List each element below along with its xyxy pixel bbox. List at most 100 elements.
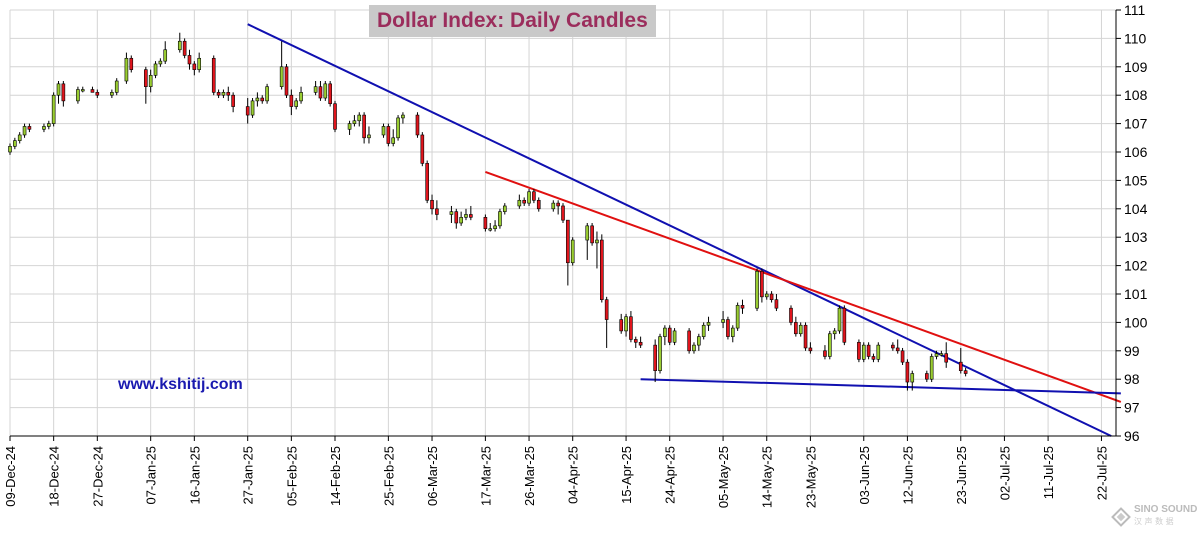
candle-body	[866, 344, 871, 357]
candle	[764, 291, 769, 300]
candle	[250, 98, 255, 118]
candle	[245, 98, 250, 124]
candle-body	[488, 228, 493, 231]
candle-body	[158, 60, 163, 65]
candle-body	[95, 92, 100, 96]
candle-body	[944, 353, 949, 363]
candle-body	[590, 225, 594, 244]
x-tick-label: 18-Dec-24	[47, 446, 62, 507]
candle	[192, 61, 197, 76]
candle	[221, 89, 226, 99]
candle	[357, 112, 362, 127]
candle-body	[381, 126, 386, 136]
candle-body	[570, 239, 575, 264]
candle	[430, 194, 434, 215]
candle	[27, 123, 32, 133]
candle-body	[861, 344, 866, 360]
candle-body	[692, 344, 696, 352]
candle-body	[435, 208, 439, 215]
candle-body	[347, 123, 352, 130]
candle	[493, 220, 497, 232]
candle-body	[653, 344, 657, 371]
watermark-diamond-icon	[1111, 507, 1131, 527]
website-annotation: www.kshitij.com	[118, 376, 243, 393]
candle-body	[333, 103, 337, 130]
x-tick-label: 22-Jul-25	[1094, 446, 1109, 500]
candle-body	[871, 356, 876, 360]
candle-body	[532, 191, 536, 201]
candle	[536, 197, 541, 212]
candle-body	[934, 353, 939, 357]
candle	[148, 69, 153, 93]
candle-body	[633, 339, 638, 343]
candle-body	[929, 356, 934, 380]
candle	[861, 342, 866, 363]
x-tick-label: 25-Feb-25	[381, 446, 396, 506]
candle-body	[90, 89, 95, 93]
watermark-subtext: 汉 声 数 据	[1134, 517, 1174, 526]
x-tick-label: 16-Jan-25	[187, 446, 202, 505]
candle-body	[755, 270, 759, 309]
candle-body	[182, 40, 187, 56]
y-tick-label: 109	[1124, 59, 1148, 75]
candle	[216, 89, 221, 99]
candle-body	[600, 239, 604, 300]
candle	[624, 313, 628, 337]
candle	[837, 305, 842, 334]
candle	[313, 81, 318, 96]
candle	[187, 49, 192, 70]
candle	[435, 200, 439, 221]
upper-red-trendline	[485, 170, 1122, 403]
grid-lines	[9, 9, 1116, 437]
x-tick-label: 06-Mar-25	[425, 446, 440, 506]
candle-body	[764, 293, 769, 298]
candle-body	[211, 57, 216, 93]
candle-body	[735, 305, 740, 329]
candle-body	[536, 199, 541, 210]
candle-body	[527, 191, 531, 204]
candle	[701, 322, 706, 340]
candle-body	[13, 140, 17, 147]
trendlines	[247, 23, 1122, 437]
candle	[469, 205, 473, 221]
candle	[114, 78, 119, 96]
candle	[396, 115, 400, 141]
x-tick-label: 17-Mar-25	[478, 446, 493, 506]
candle	[585, 223, 590, 260]
candle	[386, 123, 391, 147]
candle	[42, 123, 46, 133]
candle-body	[357, 114, 362, 122]
candle-body	[124, 57, 129, 82]
candle	[449, 205, 454, 223]
candle-body	[318, 86, 323, 99]
candle	[556, 200, 560, 215]
candle-body	[192, 63, 197, 70]
candle	[255, 92, 260, 107]
candle	[566, 219, 570, 286]
candle-body	[197, 57, 201, 70]
candle	[299, 86, 303, 104]
candle	[391, 129, 396, 147]
candle	[663, 325, 667, 346]
candle	[347, 120, 352, 135]
candle-body	[925, 373, 929, 380]
chart-title: Dollar Index: Daily Candles	[369, 5, 656, 37]
candle	[595, 231, 599, 269]
y-tick-label: 102	[1124, 258, 1148, 274]
candle	[798, 322, 803, 337]
candle-body	[255, 97, 260, 102]
candle	[352, 115, 357, 127]
candle-body	[362, 114, 366, 139]
candle	[51, 92, 56, 127]
candle-body	[837, 307, 842, 332]
candle-body	[391, 137, 396, 144]
candle	[963, 367, 968, 377]
candle-body	[459, 217, 463, 224]
candle-body	[551, 202, 556, 210]
candle-body	[672, 330, 677, 343]
candle-body	[939, 353, 944, 356]
candle	[76, 86, 80, 104]
candle-body	[958, 361, 963, 371]
candle	[658, 333, 662, 374]
x-tick-label: 15-Apr-25	[619, 446, 634, 504]
